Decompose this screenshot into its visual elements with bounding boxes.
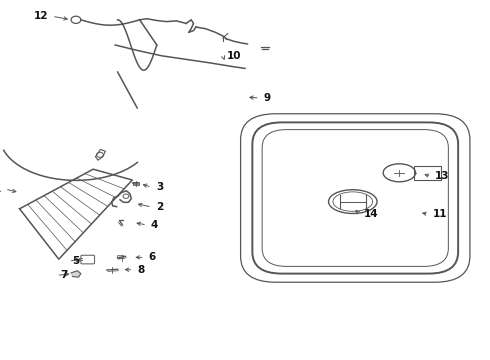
Bar <box>133 182 139 185</box>
Text: 11: 11 <box>433 209 447 219</box>
Text: 13: 13 <box>435 171 450 181</box>
Bar <box>414 166 441 180</box>
Text: 8: 8 <box>137 265 145 275</box>
Text: 7: 7 <box>60 270 68 280</box>
Text: 9: 9 <box>264 93 271 103</box>
Text: 3: 3 <box>156 182 163 192</box>
Text: 4: 4 <box>151 220 158 230</box>
Text: 10: 10 <box>227 51 242 61</box>
Text: 2: 2 <box>156 202 163 212</box>
Polygon shape <box>71 271 81 277</box>
Bar <box>117 255 123 258</box>
Text: 14: 14 <box>364 209 379 219</box>
Text: 12: 12 <box>33 11 48 21</box>
Text: 5: 5 <box>73 256 80 266</box>
Text: 1: 1 <box>0 184 1 194</box>
Text: 6: 6 <box>148 252 156 262</box>
